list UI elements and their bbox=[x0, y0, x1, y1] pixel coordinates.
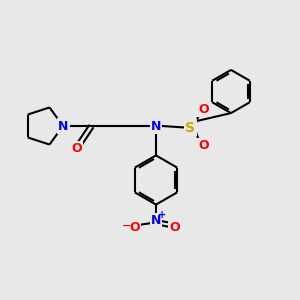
Text: −: − bbox=[122, 221, 132, 231]
Text: +: + bbox=[158, 210, 166, 220]
Text: O: O bbox=[71, 142, 82, 155]
Text: N: N bbox=[151, 214, 161, 227]
Text: S: S bbox=[185, 121, 196, 134]
Text: N: N bbox=[58, 119, 68, 133]
Text: O: O bbox=[169, 221, 180, 234]
Text: N: N bbox=[151, 119, 161, 133]
Text: O: O bbox=[199, 139, 209, 152]
Text: O: O bbox=[129, 221, 140, 234]
Text: O: O bbox=[199, 103, 209, 116]
